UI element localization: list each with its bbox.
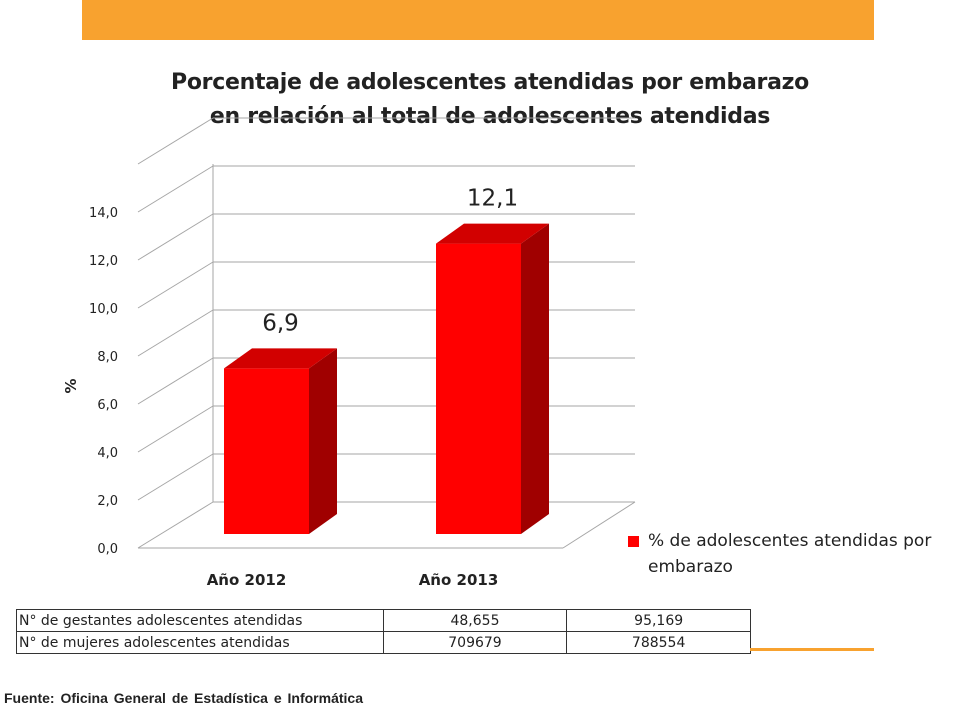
x-tick-label: Año 2012 [207,571,287,589]
floor-right-edge [562,501,636,549]
grid-diagonal [137,501,214,549]
table-cell: 95,169 [566,609,751,632]
bar-side [521,223,549,534]
y-tick-label: 2,0 [97,494,118,509]
bar-top [224,348,337,369]
grid-diagonal [137,357,214,405]
grid-diagonal [137,453,214,501]
x-tick-label: Año 2013 [419,571,499,589]
y-tick-label: 10,0 [89,302,118,317]
bar-front [224,368,309,534]
top-accent-bar [82,0,874,40]
source-note: Fuente: Oficina General de Estadística e… [4,690,363,706]
grid-diagonal [137,213,214,261]
y-tick-label: 14,0 [89,206,118,221]
grid-diagonal [137,117,214,165]
legend-swatch [628,536,639,547]
grid-diagonal [137,405,214,453]
accent-line [750,648,874,651]
legend-label: % de adolescentes atendidas por embarazo [648,531,932,577]
table-cell: 48,655 [382,609,568,632]
grid-diagonal [137,309,214,357]
y-tick-label: 6,0 [97,398,118,413]
y-tick-label: 12,0 [89,254,118,269]
grid-diagonal [137,261,214,309]
table-row-label: N° de gestantes adolescentes atendidas [16,609,384,632]
table-row-label: N° de mujeres adolescentes atendidas [16,631,384,654]
grid-diagonal [137,165,214,213]
y-tick-label: 0,0 [97,542,118,557]
bar-front [436,243,521,534]
data-label: 12,1 [467,186,518,212]
data-label: 6,9 [262,310,299,336]
chart-title: Porcentaje de adolescentes atendidas por… [0,66,960,134]
table-row: N° de mujeres adolescentes atendidas 709… [16,631,751,654]
table-row: N° de gestantes adolescentes atendidas 4… [16,609,751,632]
table-cell: 709679 [382,631,568,654]
y-axis-label: % [62,378,80,393]
data-table: N° de gestantes adolescentes atendidas 4… [16,609,751,654]
table-cell: 788554 [566,631,751,654]
chart-title-line-2: en relación al total de adolescentes ate… [209,104,771,129]
y-tick-label: 4,0 [97,446,118,461]
bar-top [436,223,549,244]
chart-title-line-1: Porcentaje de adolescentes atendidas por… [171,70,809,95]
bar-side [309,348,337,534]
y-tick-label: 8,0 [97,350,118,365]
